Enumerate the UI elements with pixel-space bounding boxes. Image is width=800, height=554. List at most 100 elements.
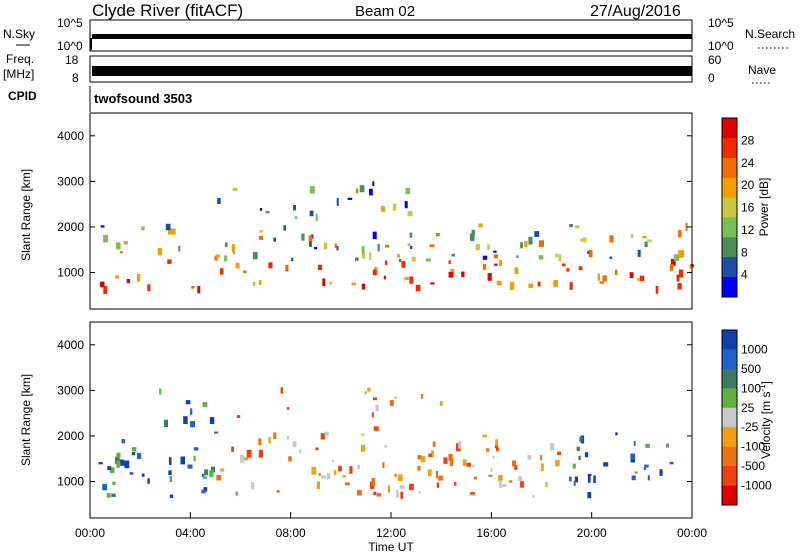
heatmap-cell bbox=[324, 431, 329, 436]
heatmap-cell bbox=[259, 230, 263, 233]
nsearch-tick-top: 10^5 bbox=[708, 16, 734, 30]
nsky-tick-bottom: 10^0 bbox=[57, 39, 83, 53]
heatmap-cell bbox=[494, 263, 498, 266]
heatmap-cell bbox=[587, 475, 591, 483]
heatmap-cell bbox=[482, 255, 488, 260]
heatmap-cell bbox=[336, 198, 339, 206]
velocity-panel: 1000 2000 3000 4000 Slant Range [km] 1000 50… bbox=[19, 321, 773, 554]
heatmap-cell bbox=[399, 484, 405, 489]
heatmap-cell bbox=[528, 236, 533, 245]
heatmap-cell bbox=[540, 463, 544, 471]
heatmap-cell bbox=[318, 473, 321, 476]
heatmap-cell bbox=[678, 230, 682, 238]
heatmap-cell bbox=[372, 181, 375, 187]
heatmap-cell bbox=[432, 441, 436, 447]
colorbar-frame bbox=[721, 329, 738, 506]
heatmap-cell bbox=[326, 473, 331, 479]
colorbar-segment bbox=[722, 277, 737, 298]
nave-label: Nave bbox=[748, 63, 776, 77]
heatmap-cell bbox=[639, 275, 645, 282]
heatmap-cell bbox=[487, 273, 492, 281]
y-tick-label: 4000 bbox=[57, 338, 84, 352]
heatmap-cell bbox=[669, 264, 674, 271]
colorbar-tick-label: 24 bbox=[741, 156, 755, 170]
heatmap-cell bbox=[299, 449, 302, 454]
heatmap-cell bbox=[586, 251, 590, 254]
heatmap-cell bbox=[421, 394, 423, 399]
heatmap-cell bbox=[292, 441, 297, 448]
heatmap-cell bbox=[258, 449, 263, 458]
heatmap-cell bbox=[243, 270, 247, 273]
heatmap-cell bbox=[351, 282, 357, 286]
heatmap-cell bbox=[514, 465, 518, 470]
heatmap-cell bbox=[490, 468, 493, 472]
heatmap-cell bbox=[674, 255, 679, 261]
heatmap-cell bbox=[498, 475, 503, 481]
heatmap-cell bbox=[103, 235, 109, 243]
heatmap-cell bbox=[439, 401, 443, 406]
heatmap-cell bbox=[126, 278, 131, 283]
heatmap-cell bbox=[496, 447, 499, 452]
heatmap-cell bbox=[273, 237, 276, 242]
heatmap-cell bbox=[308, 235, 313, 242]
nave-tick-bottom: 0 bbox=[708, 71, 715, 85]
beam-title: Beam 02 bbox=[355, 3, 415, 20]
heatmap-cell bbox=[634, 471, 638, 474]
heatmap-cell bbox=[252, 282, 256, 286]
heatmap-cell bbox=[377, 244, 380, 252]
heatmap-cell bbox=[458, 441, 462, 449]
heatmap-cell bbox=[647, 239, 652, 243]
heatmap-cell bbox=[116, 452, 121, 458]
heatmap-cell bbox=[336, 245, 339, 251]
power-heatmap bbox=[100, 181, 695, 294]
heatmap-cell bbox=[644, 464, 649, 468]
heatmap-cell bbox=[354, 257, 359, 261]
colorbar-segment bbox=[722, 388, 737, 409]
heatmap-cell bbox=[510, 282, 515, 290]
heatmap-cell bbox=[322, 278, 326, 287]
heatmap-cell bbox=[578, 266, 583, 271]
heatmap-cell bbox=[553, 280, 558, 287]
heatmap-cell bbox=[147, 284, 151, 292]
freq-label: Freq. bbox=[6, 52, 34, 66]
heatmap-cell bbox=[217, 198, 221, 205]
heatmap-cell bbox=[550, 443, 555, 451]
heatmap-cell bbox=[404, 201, 408, 209]
heatmap-cell bbox=[355, 188, 359, 194]
heatmap-cell bbox=[220, 268, 224, 275]
heatmap-cell bbox=[169, 476, 172, 482]
heatmap-cell bbox=[381, 205, 385, 212]
heatmap-cell bbox=[411, 256, 416, 262]
freq-tick-bottom: 8 bbox=[72, 71, 79, 85]
heatmap-cell bbox=[524, 241, 528, 247]
heatmap-cell bbox=[614, 269, 618, 275]
heatmap-cell bbox=[216, 475, 222, 481]
heatmap-cell bbox=[201, 489, 206, 494]
heatmap-cell bbox=[211, 466, 215, 473]
colorbar-segment bbox=[722, 217, 737, 238]
heatmap-cell bbox=[349, 466, 353, 474]
heatmap-cell bbox=[203, 487, 208, 492]
heatmap-cell bbox=[384, 444, 388, 448]
heatmap-cell bbox=[286, 407, 290, 410]
heatmap-cell bbox=[190, 408, 193, 415]
heatmap-cell bbox=[116, 242, 121, 250]
heatmap-cell bbox=[499, 480, 502, 489]
heatmap-cell bbox=[137, 273, 141, 282]
heatmap-cell bbox=[517, 476, 523, 481]
heatmap-cell bbox=[659, 469, 663, 476]
heatmap-cell bbox=[165, 223, 171, 231]
colorbar-tick-label: 4 bbox=[741, 268, 748, 282]
heatmap-cell bbox=[361, 433, 364, 436]
heatmap-cell bbox=[482, 263, 487, 270]
heatmap-cell bbox=[499, 259, 502, 267]
heatmap-cell bbox=[472, 464, 475, 468]
y-tick-label: 4000 bbox=[57, 129, 84, 143]
heatmap-cell bbox=[129, 472, 134, 475]
power-ylabel: Slant Range [km] bbox=[19, 169, 33, 261]
heatmap-cell bbox=[482, 434, 487, 438]
heatmap-cell bbox=[677, 283, 682, 290]
heatmap-cell bbox=[392, 203, 397, 211]
heatmap-cell bbox=[383, 275, 386, 280]
heatmap-cell bbox=[428, 453, 432, 457]
